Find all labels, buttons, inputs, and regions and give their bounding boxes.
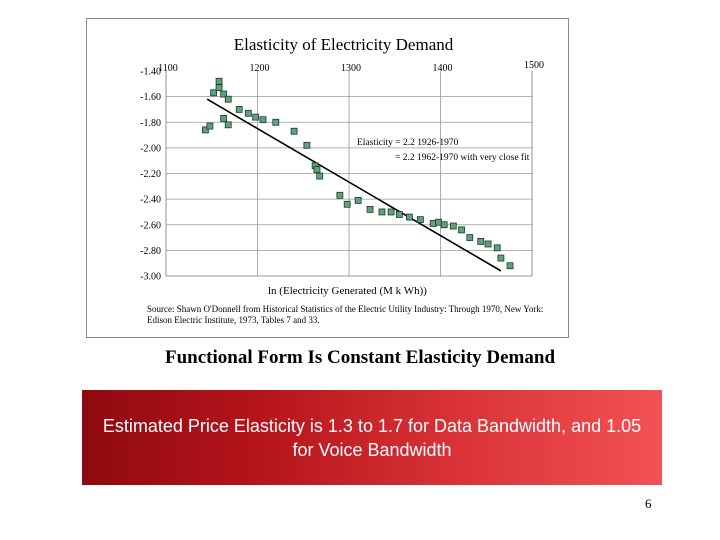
data-point <box>244 109 252 117</box>
data-point <box>313 166 321 174</box>
data-point <box>343 200 351 208</box>
data-point <box>201 126 209 134</box>
data-point <box>272 118 280 126</box>
data-point <box>224 121 232 129</box>
data-point <box>252 113 260 121</box>
data-point <box>366 205 374 213</box>
chart-annotation-1: Elasticity = 2.2 1926-1970 <box>357 138 459 148</box>
data-point <box>506 262 514 270</box>
data-points <box>201 77 514 270</box>
data-point <box>416 216 424 224</box>
data-point <box>405 213 413 221</box>
x-tick-label: 1400 <box>433 63 453 74</box>
data-point <box>235 106 243 113</box>
y-tick-label: -2.40 <box>140 195 161 206</box>
data-point <box>440 221 448 229</box>
highlight-banner: Estimated Price Elasticity is 1.3 to 1.7… <box>82 390 662 485</box>
chart-title: Elasticity of Electricity Demand <box>233 35 454 54</box>
y-tick-label: -1.60 <box>140 92 161 103</box>
page-number: 6 <box>645 496 652 511</box>
x-tick-label: 1100 <box>158 63 178 74</box>
data-point <box>493 244 501 252</box>
data-point <box>210 89 217 97</box>
banner-text: Estimated Price Elasticity is 1.3 to 1.7… <box>102 415 642 460</box>
axis-ticks: -1.40 -1.60 -1.80 -2.00 -2.20 -2.40 -2.60 -2.80… <box>140 60 544 283</box>
y-tick-label: -3.00 <box>140 272 161 283</box>
data-point <box>224 95 232 103</box>
data-point <box>336 191 344 199</box>
x-tick-label: 1300 <box>341 63 361 74</box>
data-point <box>316 172 324 180</box>
data-point <box>395 211 403 218</box>
y-tick-label: -1.80 <box>140 118 161 129</box>
y-tick-label: -1.40 <box>140 67 161 78</box>
chart-frame <box>86 18 569 338</box>
x-tick-label: 1500 <box>524 60 544 71</box>
data-point <box>220 90 228 98</box>
data-point <box>220 115 228 122</box>
trend-line-group <box>206 98 502 272</box>
fit-line <box>206 98 502 272</box>
y-tick-label: -2.00 <box>140 143 161 154</box>
y-tick-label: -2.20 <box>140 169 161 180</box>
data-point <box>466 234 474 241</box>
data-point <box>206 122 214 130</box>
chart-source-note: Source: Shawn O'Donnell from Historical … <box>147 304 544 325</box>
data-point <box>290 127 298 135</box>
grid-lines <box>165 71 533 277</box>
data-point <box>497 254 505 262</box>
data-point <box>354 197 362 204</box>
data-point <box>477 238 485 245</box>
data-point <box>387 208 395 216</box>
y-tick-label: -2.60 <box>140 220 161 231</box>
data-point <box>215 84 223 92</box>
data-point <box>259 116 267 124</box>
slide-heading: Functional Form Is Constant Elasticity D… <box>164 347 556 368</box>
data-point <box>484 240 492 248</box>
data-point <box>303 141 311 149</box>
x-tick-label: 1200 <box>250 63 270 74</box>
y-tick-label: -2.80 <box>140 246 161 257</box>
data-point <box>449 222 457 230</box>
x-axis-label: ln (Electricity Generated (M k Wh)) <box>268 285 427 297</box>
data-point <box>458 226 465 234</box>
data-point <box>215 77 223 85</box>
data-point <box>378 208 386 216</box>
chart-annotation-2: = 2.2 1962-1970 with very close fit <box>395 152 530 163</box>
